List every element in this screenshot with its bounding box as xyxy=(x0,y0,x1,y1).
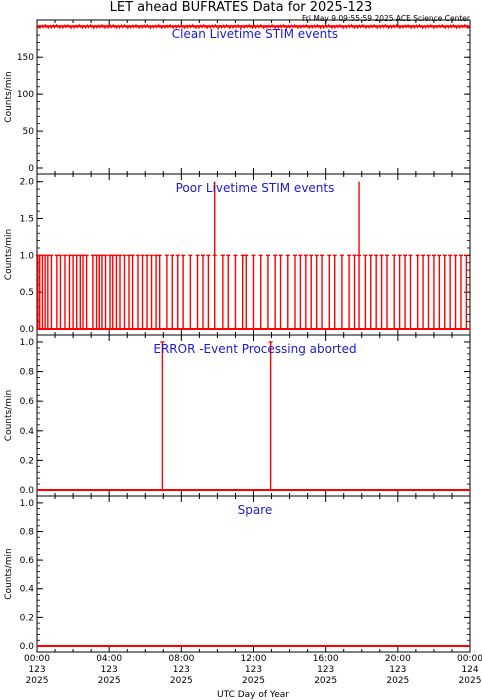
y-tick-label: 1.0 xyxy=(20,251,35,261)
y-axis-label: Counts/min xyxy=(4,71,14,122)
x-tick-time: 04:00 xyxy=(96,654,122,664)
x-tick-year: 2025 xyxy=(242,676,265,686)
y-axis-label: Counts/min xyxy=(4,229,14,280)
y-tick-label: 0.0 xyxy=(20,325,35,335)
x-tick-doy: 123 xyxy=(317,665,334,675)
x-axis-label: UTC Day of Year xyxy=(217,690,289,700)
panel-4: 0.0 0.2 0.4 0.6 0.8 1.0 Counts/min Spare xyxy=(4,495,471,653)
x-tick-doy: 123 xyxy=(101,665,118,675)
y-tick-label: 0.2 xyxy=(20,456,34,466)
timestamp-label: Fri May 9 09:55:59 2025 ACE Science Cent… xyxy=(302,14,471,23)
x-tick-year: 2025 xyxy=(98,676,121,686)
x-tick-year: 2025 xyxy=(170,676,193,686)
y-tick-label: 0.5 xyxy=(20,288,34,298)
y-tick-label: 0 xyxy=(28,164,34,174)
y-tick-label: 1.5 xyxy=(20,215,34,225)
y-tick-label: 150 xyxy=(17,53,34,63)
y-tick-label: 0.6 xyxy=(20,397,35,407)
x-tick-doy: 123 xyxy=(389,665,406,675)
y-tick-label: 50 xyxy=(23,127,35,137)
y-tick-label: 0.2 xyxy=(20,613,34,623)
y-axis-label: Counts/min xyxy=(4,390,14,441)
x-tick-doy: 123 xyxy=(173,665,190,675)
panel-2: 0.0 0.5 1.0 1.5 2.0 Counts/min Poor Livetime S… xyxy=(4,173,471,336)
y-tick-label: 0.8 xyxy=(20,527,35,537)
panel-frame xyxy=(36,495,471,653)
x-tick-time: 00:00 xyxy=(24,654,50,664)
x-tick-time: 12:00 xyxy=(241,654,267,664)
x-tick-labels: 00:00123202504:00123202508:00123202512:0… xyxy=(24,654,482,686)
x-tick-time: 08:00 xyxy=(168,654,194,664)
y-tick-label: 2.0 xyxy=(20,178,35,188)
x-tick-year: 2025 xyxy=(459,676,482,686)
panel-label: Poor Livetime STIM events xyxy=(176,181,335,195)
y-tick-label: 1.0 xyxy=(20,499,35,509)
x-tick-year: 2025 xyxy=(386,676,409,686)
y-tick-label: 0.4 xyxy=(20,427,35,437)
x-tick-doy: 123 xyxy=(28,665,45,675)
chart-title: LET ahead BUFRATES Data for 2025-123 xyxy=(110,0,373,15)
panel-label: Clean Livetime STIM events xyxy=(172,27,338,41)
x-tick-time: 20:00 xyxy=(385,654,411,664)
y-tick-label: 1.0 xyxy=(20,338,35,348)
x-tick-time: 00:00 xyxy=(457,654,482,664)
y-tick-label: 0.0 xyxy=(20,642,35,652)
panel-frame xyxy=(36,334,471,497)
x-tick-year: 2025 xyxy=(26,676,49,686)
y-tick-label: 0.0 xyxy=(20,486,35,496)
x-tick-year: 2025 xyxy=(314,676,337,686)
y-tick-label: 100 xyxy=(17,90,34,100)
x-tick-time: 16:00 xyxy=(313,654,339,664)
y-tick-label: 0.8 xyxy=(20,368,35,378)
x-tick-doy: 124 xyxy=(461,665,478,675)
panel-label: Spare xyxy=(238,503,273,517)
panel-label: ERROR -Event Processing aborted xyxy=(153,342,356,356)
x-tick-doy: 123 xyxy=(245,665,262,675)
y-tick-label: 0.6 xyxy=(20,556,35,566)
y-axis-label: Counts/min xyxy=(4,548,14,599)
y-tick-label: 0.4 xyxy=(20,585,35,595)
panel-3: 0.0 0.2 0.4 0.6 0.8 1.0 Counts/min ERROR -Event… xyxy=(4,334,471,497)
panel-frame xyxy=(36,19,471,175)
